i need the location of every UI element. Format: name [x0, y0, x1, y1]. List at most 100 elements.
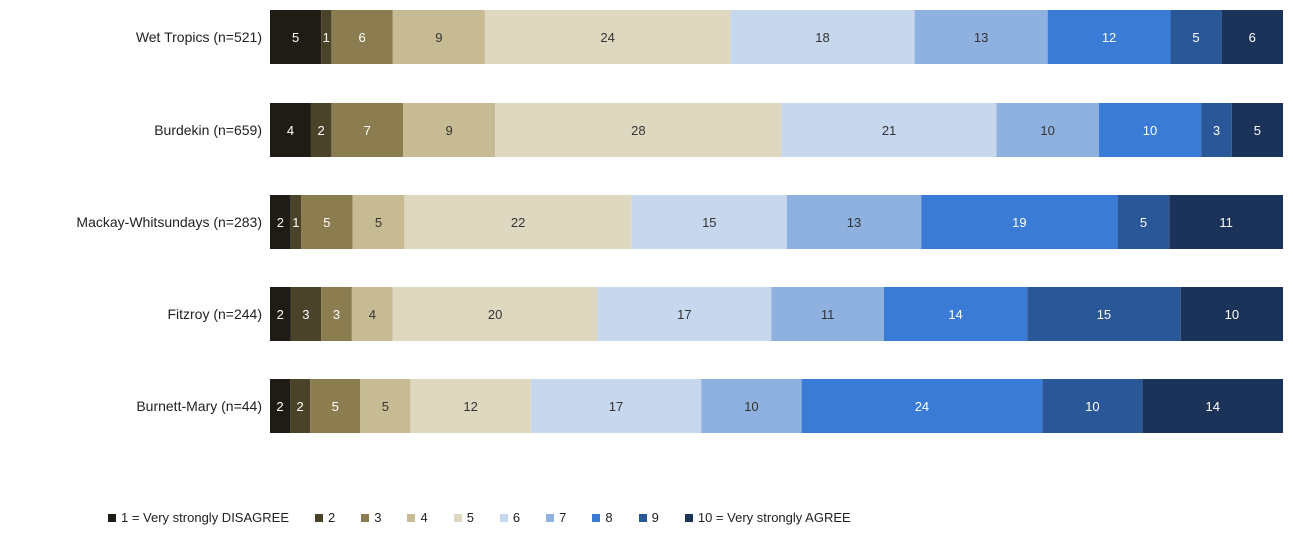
legend-label: 7: [559, 510, 567, 525]
data-label: 5: [382, 399, 389, 414]
data-label: 24: [600, 30, 614, 45]
data-label: 5: [323, 215, 330, 230]
data-label: 6: [1249, 30, 1256, 45]
legend-item: 2: [314, 510, 336, 525]
bar-segment: [781, 103, 997, 157]
bar-segment: [403, 103, 496, 157]
legend-item: 1 = Very strongly DISAGREE: [108, 510, 289, 525]
legend-swatch: [592, 513, 601, 522]
bar-segment: [392, 10, 485, 64]
data-label: 7: [364, 123, 371, 138]
bar-segment: [1098, 103, 1202, 157]
data-label: 10: [1040, 123, 1054, 138]
data-label: 2: [277, 307, 284, 322]
data-label: 14: [1206, 399, 1220, 414]
data-label: 1: [323, 30, 330, 45]
legend-swatch: [108, 513, 116, 522]
data-label: 13: [847, 215, 861, 230]
legend-label: 9: [651, 510, 659, 525]
legend-item: 3: [361, 510, 381, 525]
data-label: 20: [488, 307, 502, 322]
bar-segment: [1201, 103, 1232, 157]
data-label: 18: [815, 30, 829, 45]
data-label: 24: [915, 399, 929, 414]
legend-label: 2: [327, 510, 336, 525]
data-label: 5: [1254, 123, 1261, 138]
bar-segment: [597, 287, 772, 341]
legend-swatch: [546, 513, 555, 522]
legend-swatch: [453, 513, 462, 522]
legend-label: 1 = Very strongly DISAGREE: [121, 510, 289, 525]
legend-swatch: [499, 513, 508, 522]
bar-segment: [1142, 379, 1283, 433]
bar-segment: [290, 379, 311, 433]
bar-segment: [1042, 379, 1143, 433]
bar-segment: [1221, 10, 1283, 64]
legend-label: 8: [605, 510, 613, 525]
legend-label: 3: [374, 510, 382, 525]
data-label: 6: [358, 30, 365, 45]
bar-segment: [301, 195, 353, 249]
data-label: 14: [948, 307, 962, 322]
data-label: 2: [277, 215, 284, 230]
data-label: 10: [1225, 307, 1239, 322]
data-label: 11: [821, 307, 835, 322]
data-label: 10: [1085, 399, 1099, 414]
bar-segment: [404, 195, 632, 249]
bar-segment: [331, 10, 393, 64]
data-label: 10: [744, 399, 758, 414]
category-label: Burnett-Mary (n=44): [136, 398, 262, 414]
data-label: 4: [369, 307, 376, 322]
category-label: Fitzroy (n=244): [167, 306, 262, 322]
bar-segment: [701, 379, 802, 433]
data-label: 2: [318, 123, 325, 138]
bar-segment: [360, 379, 411, 433]
bar-segment: [1027, 287, 1181, 341]
data-label: 5: [1140, 215, 1147, 230]
bar-segment: [883, 287, 1028, 341]
bar-segment: [331, 103, 404, 157]
legend-label: 4: [420, 510, 428, 525]
legend-label: 5: [466, 510, 474, 525]
data-label: 10: [1143, 123, 1157, 138]
bar-segment: [270, 10, 322, 64]
bar-segment: [1180, 287, 1283, 341]
category-label: Mackay-Whitsundays (n=283): [76, 214, 262, 230]
legend-label: 6: [512, 510, 521, 525]
data-label: 3: [333, 307, 340, 322]
data-label: 15: [702, 215, 716, 230]
bar-segment: [631, 195, 787, 249]
bar-segment: [351, 287, 393, 341]
data-label: 19: [1012, 215, 1026, 230]
category-label: Burdekin (n=659): [154, 122, 262, 138]
bar-segment: [771, 287, 884, 341]
data-label: 12: [463, 399, 477, 414]
data-label: 1: [292, 215, 299, 230]
bar-segment: [321, 10, 332, 64]
bar-segment: [730, 10, 915, 64]
data-label: 15: [1097, 307, 1111, 322]
legend-item: 6: [499, 510, 521, 525]
data-label: 22: [511, 215, 525, 230]
data-label: 3: [302, 307, 309, 322]
data-label: 2: [296, 399, 303, 414]
data-label: 5: [292, 30, 299, 45]
legend-item: 8: [592, 510, 613, 525]
legend-swatch: [361, 513, 370, 522]
data-label: 5: [332, 399, 339, 414]
legend-swatch: [407, 513, 416, 522]
data-label: 17: [609, 399, 623, 414]
stacked-bar-chart: Wet Tropics (n=521) 5 1 6 9 24 18 13 12 5 6Burdeki…: [76, 10, 1283, 433]
data-label: 21: [882, 123, 896, 138]
data-label: 9: [445, 123, 452, 138]
bar-segment: [1117, 195, 1170, 249]
chart-legend: 1 = Very strongly DISAGREE 2 3 4 5 6 7 8 9 10 = V…: [108, 510, 877, 525]
bar-segment: [484, 10, 731, 64]
legend-label: 10 = Very strongly AGREE: [697, 510, 851, 525]
bar-segment: [270, 195, 291, 249]
bar-segment: [290, 287, 322, 341]
bar-segment: [996, 103, 1099, 157]
bar-segment: [321, 287, 352, 341]
bar-segment: [530, 379, 702, 433]
legend-item: 4: [407, 510, 428, 525]
